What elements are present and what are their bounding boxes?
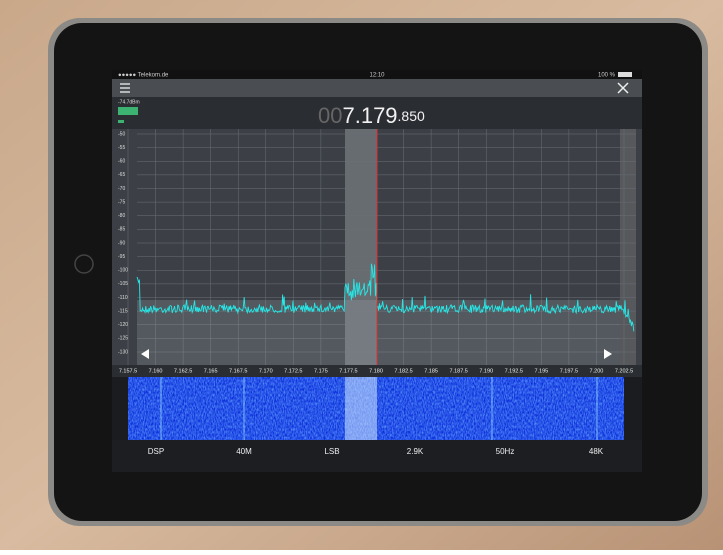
freq-label: 7.165 (204, 368, 218, 374)
bottom-button[interactable]: DSP (148, 447, 164, 456)
freq-label: 7.190 (479, 368, 493, 374)
db-label: -90 (118, 240, 125, 246)
db-label: -70 (118, 186, 125, 192)
db-label: -95 (118, 254, 125, 260)
freq-label: 7.187.5 (449, 368, 467, 374)
bottom-button[interactable]: LSB (324, 447, 339, 456)
bottom-button[interactable]: 40M (236, 447, 252, 456)
bottom-button[interactable]: 2.9K (407, 447, 424, 456)
frequency-suffix: .850 (398, 108, 425, 124)
db-label: -105 (118, 281, 128, 287)
freq-label: 7.192.5 (505, 368, 523, 374)
freq-label: 7.202.5 (615, 368, 633, 374)
db-label: -80 (118, 213, 125, 219)
freq-label: 7.195 (534, 368, 548, 374)
freq-label: 7.170 (259, 368, 273, 374)
db-label: -85 (118, 227, 125, 233)
menu-button[interactable] (120, 83, 130, 93)
db-label: -75 (118, 199, 125, 205)
db-label: -60 (118, 159, 125, 165)
frequency-scale (112, 365, 642, 377)
waterfall-carriers (160, 377, 598, 440)
db-label: -55 (118, 145, 125, 151)
bottom-buttons: DSP 40M LSB 2.9K 50Hz 48K (148, 447, 604, 456)
home-button[interactable] (74, 254, 94, 274)
bottom-button[interactable]: 50Hz (496, 447, 515, 456)
freq-label: 7.172.5 (284, 368, 302, 374)
spectrum-trace (136, 263, 635, 332)
freq-label: 7.185 (424, 368, 438, 374)
carrier: ●●●●● Telekom.de (118, 73, 169, 79)
db-label: -65 (118, 172, 125, 178)
freq-label: 7.162.5 (174, 368, 192, 374)
db-label: -125 (118, 336, 128, 342)
s-meter (118, 107, 138, 115)
battery: 100 % (598, 73, 616, 79)
passband (345, 129, 377, 365)
frequency-area (112, 97, 642, 129)
battery-icon (618, 72, 632, 77)
time: 12:10 (369, 73, 385, 79)
frequency-display[interactable]: 007.179.850 (318, 103, 425, 128)
signal-level: -74.7dBm (118, 99, 140, 105)
bottom-bar (112, 440, 642, 472)
freq-label: 7.175 (314, 368, 328, 374)
fullscreen-button[interactable] (617, 82, 629, 94)
spectrum-grid (127, 129, 636, 365)
toolbar (112, 79, 642, 97)
db-label: -120 (118, 322, 128, 328)
freq-label: 7.157.5 (119, 368, 137, 374)
frequency-main: 7.179 (342, 103, 397, 128)
scroll-left[interactable] (141, 349, 149, 359)
db-label: -115 (118, 308, 128, 314)
db-label: -50 (118, 131, 125, 137)
db-label: -130 (118, 349, 128, 355)
freq-label: 7.167.5 (229, 368, 247, 374)
freq-label: 7.200 (590, 368, 604, 374)
freq-label: 7.180 (369, 368, 383, 374)
db-label: -110 (118, 295, 128, 301)
waterfall-passband (345, 377, 377, 440)
scroll-right[interactable] (604, 349, 612, 359)
frequency-prefix: 00 (318, 103, 342, 128)
freq-label: 7.160 (149, 368, 163, 374)
meter-indicator (118, 120, 124, 123)
status-bar (112, 70, 642, 79)
freq-label: 7.182.5 (394, 368, 412, 374)
db-label: -100 (118, 268, 128, 274)
freq-label: 7.197.5 (560, 368, 578, 374)
bottom-button[interactable]: 48K (589, 447, 604, 456)
freq-label: 7.177.5 (339, 368, 357, 374)
